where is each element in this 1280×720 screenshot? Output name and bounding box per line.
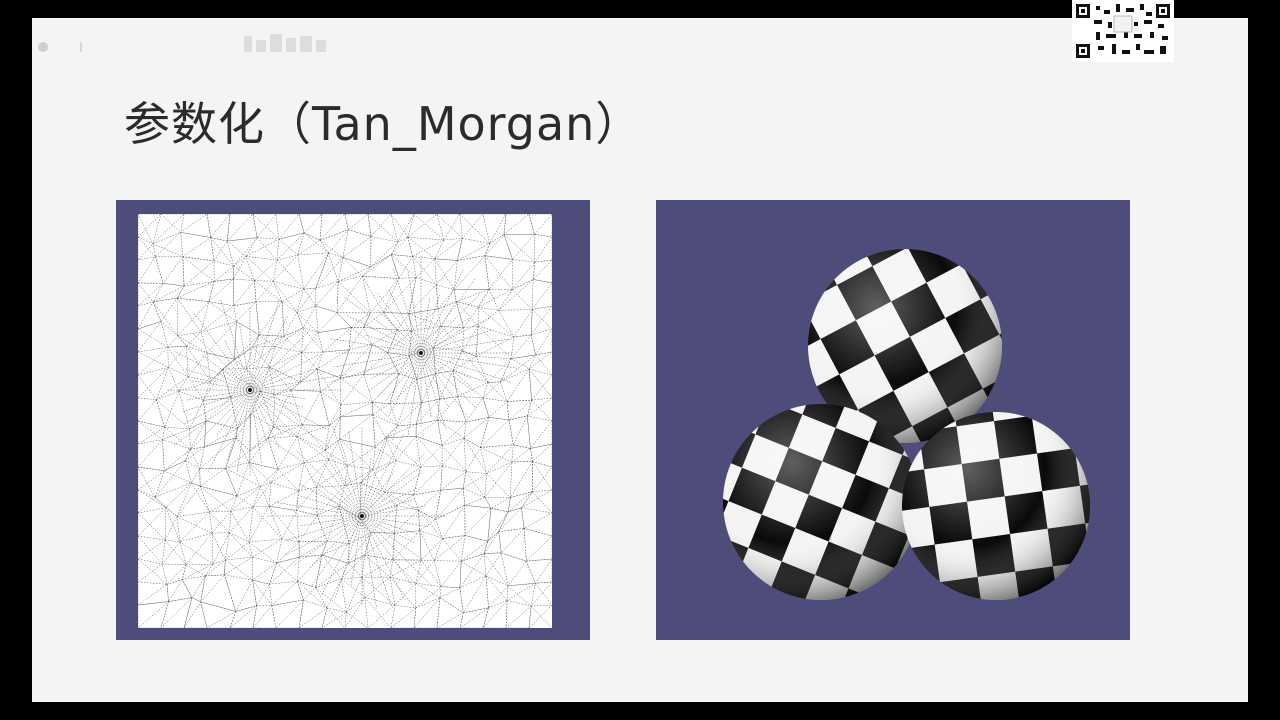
textured-spheres-panel	[656, 200, 1130, 640]
sphere-top	[808, 249, 1002, 443]
watermark-icon	[244, 34, 326, 52]
mesh-parameterization-panel	[116, 200, 590, 640]
sphere-right	[902, 412, 1090, 600]
slide: 参数化（Tan_Morgan）	[32, 0, 1248, 702]
slide-title: 参数化（Tan_Morgan）	[124, 97, 643, 151]
camera-indicator-icon	[38, 42, 82, 52]
sphere-left	[723, 404, 919, 600]
qr-code-icon	[1072, 0, 1174, 62]
parameterization-mesh-image	[138, 214, 552, 628]
checkerboard-textured-spheres-image	[723, 249, 1090, 600]
